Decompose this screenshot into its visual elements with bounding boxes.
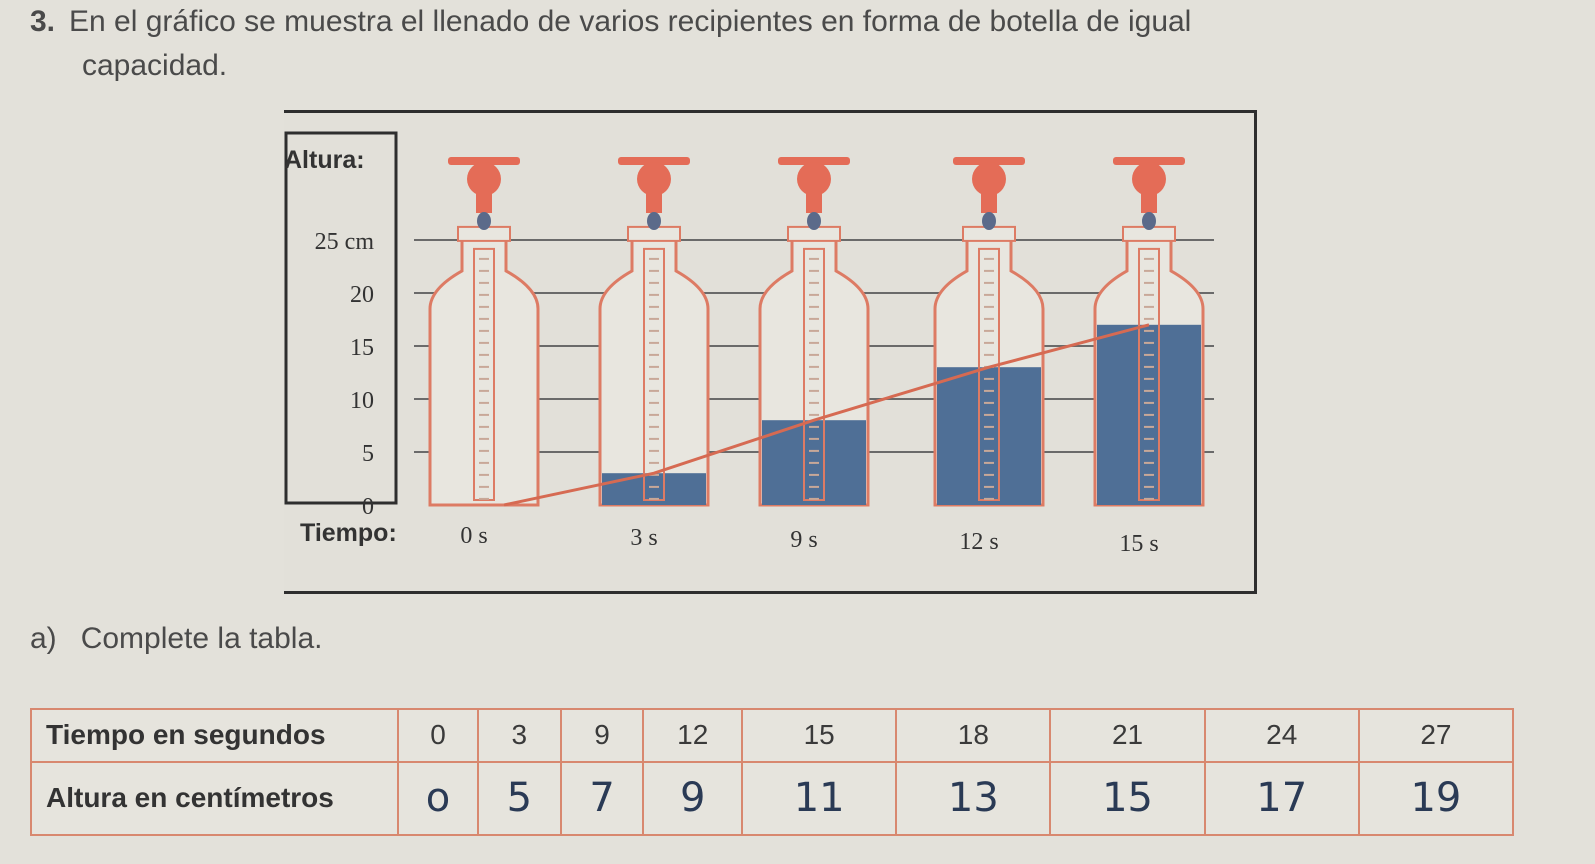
bottle-filling-figure: Altura: 25 cm 20 15 10 5 0 Tiempo: 0 s 3 s 9 s 1… <box>284 110 1257 594</box>
measuring-scale <box>473 247 495 501</box>
time-label: 12 s <box>959 529 998 555</box>
problem-text-line2: capacidad. <box>82 49 228 82</box>
time-cell: 24 <box>1203 708 1360 763</box>
height-cell[interactable]: 15 <box>1049 760 1206 837</box>
height-cell[interactable]: 9 <box>642 760 744 837</box>
bottle <box>598 157 710 507</box>
water-level <box>937 367 1041 505</box>
time-row: Tiempo en segundos 0 3 9 12 15 18 21 24 … <box>30 708 1515 763</box>
time-cell: 18 <box>895 708 1052 763</box>
bottle-filling-illustration: Altura: 25 cm 20 15 10 5 0 Tiempo: 0 s 3 s 9 s 1… <box>284 131 1214 557</box>
height-cell[interactable]: 11 <box>741 760 898 837</box>
water-drop <box>647 212 661 230</box>
height-row-header: Altura en centímetros <box>30 760 399 837</box>
tap-handle <box>778 157 850 165</box>
measuring-scale <box>978 247 1000 501</box>
height-cell[interactable]: 7 <box>559 760 645 837</box>
time-axis-label: Tiempo: <box>300 519 397 547</box>
water-drop <box>982 212 996 230</box>
height-cell[interactable]: 5 <box>476 760 562 837</box>
height-cell[interactable]: o <box>397 760 479 837</box>
tap-icon <box>637 162 671 196</box>
bottle <box>1093 157 1205 507</box>
time-cell: 27 <box>1357 708 1515 763</box>
tap-spout <box>1141 187 1157 213</box>
height-tick-label: 25 cm <box>315 229 375 255</box>
answer-table: Tiempo en segundos 0 3 9 12 15 18 21 24 … <box>30 708 1515 837</box>
height-tick-label: 10 <box>350 388 374 414</box>
time-label: 9 s <box>790 527 817 553</box>
height-tick-label: 0 <box>362 494 374 520</box>
measuring-scale <box>643 247 665 501</box>
bottle-outline <box>428 237 540 507</box>
time-cell: 0 <box>397 708 479 763</box>
tap-icon <box>1132 162 1166 196</box>
height-tick-label: 15 <box>350 335 374 361</box>
height-tick-label: 5 <box>362 441 374 467</box>
tap-spout <box>806 187 822 213</box>
time-row-header: Tiempo en segundos <box>30 708 399 763</box>
time-cell: 12 <box>642 708 744 763</box>
tap-handle <box>618 157 690 165</box>
time-cell: 3 <box>476 708 562 763</box>
tap-spout <box>476 187 492 213</box>
water-drop <box>477 212 491 230</box>
tap-icon <box>467 162 501 196</box>
bottle <box>933 157 1045 507</box>
question-a: a) Complete la tabla. <box>30 622 323 656</box>
time-cell: 21 <box>1049 708 1206 763</box>
water-drop <box>1142 212 1156 230</box>
time-label: 15 s <box>1119 531 1158 557</box>
tap-icon <box>972 162 1006 196</box>
fill-trend-line <box>503 323 1150 507</box>
height-cell[interactable]: 19 <box>1357 760 1515 837</box>
height-axis-label: Altura: <box>284 146 365 174</box>
height-row: Altura en centímetros o 5 7 9 11 13 15 1… <box>30 760 1515 837</box>
tap-icon <box>797 162 831 196</box>
height-cell[interactable]: 13 <box>895 760 1052 837</box>
tap-handle <box>953 157 1025 165</box>
time-label: 3 s <box>630 525 657 551</box>
time-cell: 15 <box>741 708 898 763</box>
height-axis-box <box>284 131 398 505</box>
tap-handle <box>448 157 520 165</box>
question-text: Complete la tabla. <box>80 622 323 655</box>
time-cell: 9 <box>559 708 645 763</box>
problem-number: 3. <box>30 5 56 38</box>
time-label: 0 s <box>460 523 487 549</box>
measuring-scale <box>1138 247 1160 501</box>
problem-text-line1: En el gráfico se muestra el llenado de v… <box>69 5 1192 38</box>
bottle-outline <box>598 237 710 507</box>
tap-handle <box>1113 157 1185 165</box>
measuring-scale <box>803 247 825 501</box>
tap-spout <box>981 187 997 213</box>
question-letter: a) <box>30 622 57 655</box>
problem-statement: 3. En el gráfico se muestra el llenado de… <box>30 0 1570 88</box>
tap-spout <box>646 187 662 213</box>
water-drop <box>807 212 821 230</box>
bottle <box>428 157 540 507</box>
bottle <box>758 157 870 507</box>
height-cell[interactable]: 17 <box>1203 760 1360 837</box>
height-tick-label: 20 <box>350 282 374 308</box>
